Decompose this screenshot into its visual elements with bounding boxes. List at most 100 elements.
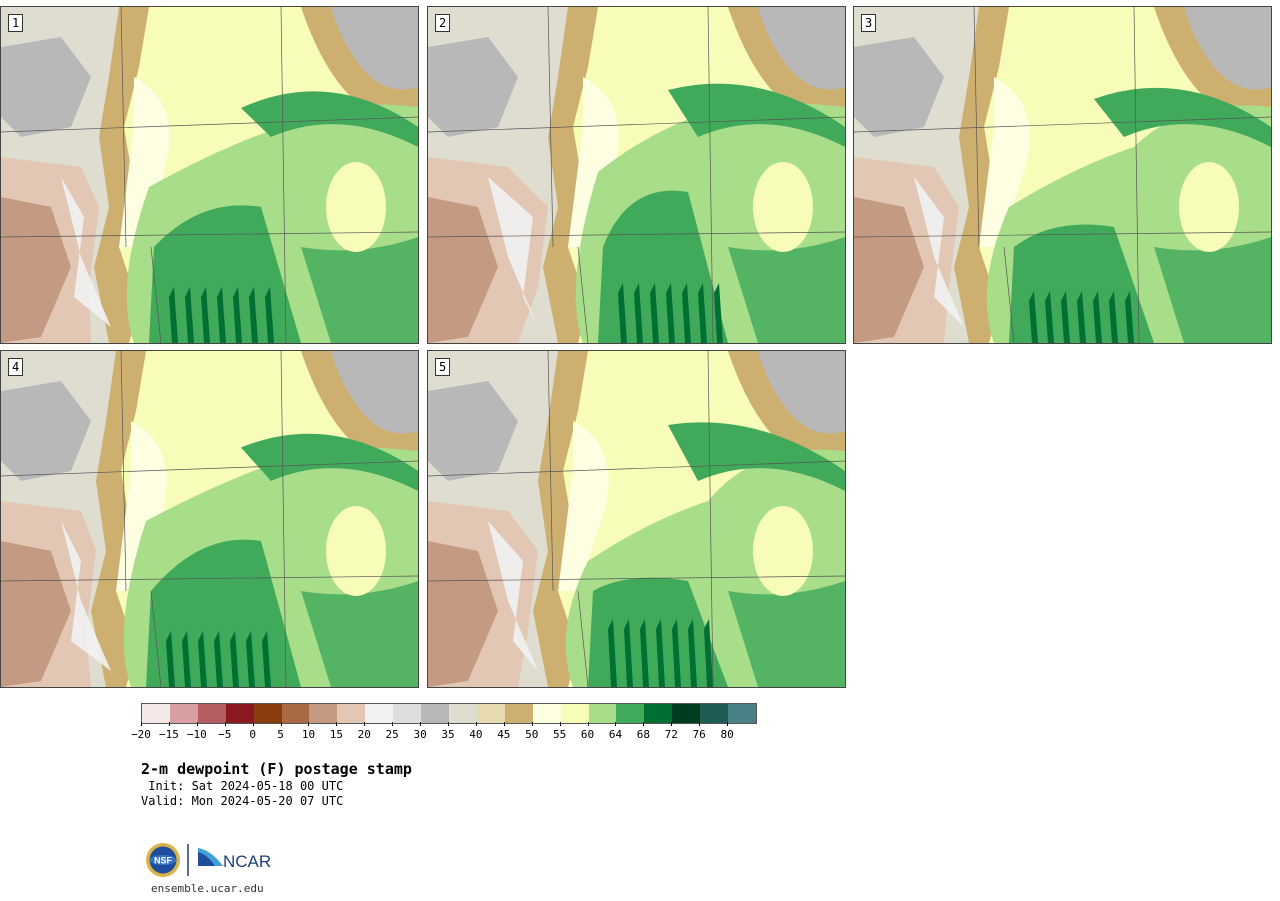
se-green: [1154, 237, 1271, 343]
cold-gray-patch: [854, 37, 944, 137]
colorbar-tick: [308, 722, 310, 726]
init-time: Init: Sat 2024-05-18 00 UTC: [141, 779, 344, 793]
colorbar-swatch: [337, 704, 366, 723]
colorbar-tick: [196, 722, 198, 726]
colorbar-tick-label: 20: [357, 728, 371, 741]
colorbar-tick-label: 45: [497, 728, 511, 741]
dark-streak: [233, 287, 242, 343]
dark-streak: [249, 287, 258, 343]
dark-streak: [672, 619, 681, 687]
colorbar-tick-label: 68: [636, 728, 650, 741]
dark-streak: [185, 287, 194, 343]
lowdew-brown: [428, 197, 498, 343]
dewpoint-map-4: [1, 351, 418, 687]
colorbar-swatch: [728, 704, 756, 723]
colorbar-tick: [141, 722, 142, 726]
ne-dry-gray: [331, 7, 418, 90]
dewpoint-map-3: [854, 7, 1271, 343]
colorbar-tick: [420, 722, 422, 726]
dark-streak: [1045, 291, 1054, 343]
dark-streak: [666, 283, 675, 343]
colorbar-tick-label: 10: [301, 728, 316, 741]
cold-gray-patch: [428, 37, 518, 137]
lightpale-band: [116, 421, 167, 591]
colorbar-swatch: [393, 704, 422, 723]
lowdew-brown: [854, 197, 924, 343]
dark-streak: [1093, 291, 1102, 343]
dark-streak: [650, 283, 659, 343]
svg-text:NSF: NSF: [154, 856, 173, 866]
cold-gray-patch: [1, 37, 91, 137]
dewpoint-map-2: [428, 7, 845, 343]
ne-dry-gray: [758, 351, 845, 434]
dark-streak: [230, 631, 239, 687]
dark-streak: [1109, 291, 1118, 343]
colorbar-swatch: [197, 704, 226, 723]
lowdew-brown: [428, 541, 498, 687]
colorbar-tick-label: 15: [329, 728, 343, 741]
dark-streak: [166, 631, 175, 687]
nsf-ncar-logo: NSF NCAR: [146, 843, 271, 877]
colorbar-swatch: [644, 704, 673, 723]
website-text: ensemble.ucar.edu: [151, 882, 264, 895]
colorbar-swatch: [142, 704, 170, 723]
pale-inset: [1179, 162, 1239, 252]
dark-streak: [618, 283, 627, 343]
colorbar-tick-label: 35: [441, 728, 455, 741]
panel-number: 2: [435, 14, 451, 32]
colorbar-swatch: [253, 704, 282, 723]
colorbar-tick-label: 64: [608, 728, 623, 741]
colorbar-tick: [252, 722, 254, 726]
colorbar-tick-label: 60: [580, 728, 595, 741]
pale-inset: [753, 506, 813, 596]
lightpale-band: [568, 77, 619, 247]
dark-streak: [704, 619, 713, 687]
lowdew-white: [488, 177, 538, 327]
ne-dry-gray: [758, 7, 845, 90]
dewpoint-map-5: [428, 351, 845, 687]
colorbar-tick-label: −5: [218, 728, 232, 741]
dark-streak: [1029, 291, 1038, 343]
dark-streak: [214, 631, 223, 687]
se-green: [301, 237, 418, 343]
moist-green: [598, 190, 728, 343]
colorbar-tick: [475, 722, 477, 726]
colorbar-tick-label: 72: [664, 728, 678, 741]
se-green: [728, 581, 845, 687]
colorbar-tick: [531, 722, 533, 726]
logos: NSF NCAR: [145, 842, 275, 884]
colorbar-swatch: [309, 704, 338, 723]
dark-streak: [682, 283, 691, 343]
colorbar-tick: [224, 722, 226, 726]
colorbar-tick: [559, 722, 561, 726]
dark-streak: [656, 619, 665, 687]
lowdew-white: [61, 177, 111, 327]
colorbar-tick-label: 80: [720, 728, 734, 741]
cold-gray-patch: [428, 381, 518, 481]
moist-green: [1009, 224, 1154, 343]
colorbar-tick-label: 76: [692, 728, 706, 741]
panel-number: 4: [8, 358, 24, 376]
colorbar-tick: [336, 722, 338, 726]
state-borders: [854, 7, 1271, 343]
lightpale-band: [979, 77, 1030, 247]
northern-green-band: [668, 422, 845, 491]
ne-dry-gray: [331, 351, 418, 434]
colorbar-tick: [364, 722, 366, 726]
colorbar-tick-label: 0: [249, 728, 256, 741]
colorbar-swatch: [281, 704, 310, 723]
colorbar-tick-label: 40: [469, 728, 483, 741]
lowdew-white: [914, 177, 964, 327]
colorbar-tick: [727, 722, 729, 726]
colorbar-tick-label: 55: [553, 728, 567, 741]
colorbar-tick-label: −10: [186, 728, 207, 741]
valid-time: Valid: Mon 2024-05-20 07 UTC: [141, 794, 344, 808]
colorbar-swatch: [504, 704, 533, 723]
lowdew-brown: [1, 541, 71, 687]
dark-streak: [1077, 291, 1086, 343]
panel-number: 1: [8, 14, 24, 32]
dark-streak: [624, 619, 633, 687]
colorbar-swatch: [448, 704, 477, 723]
plot-title: 2-m dewpoint (F) postage stamp: [141, 760, 412, 778]
dark-streak: [688, 619, 697, 687]
